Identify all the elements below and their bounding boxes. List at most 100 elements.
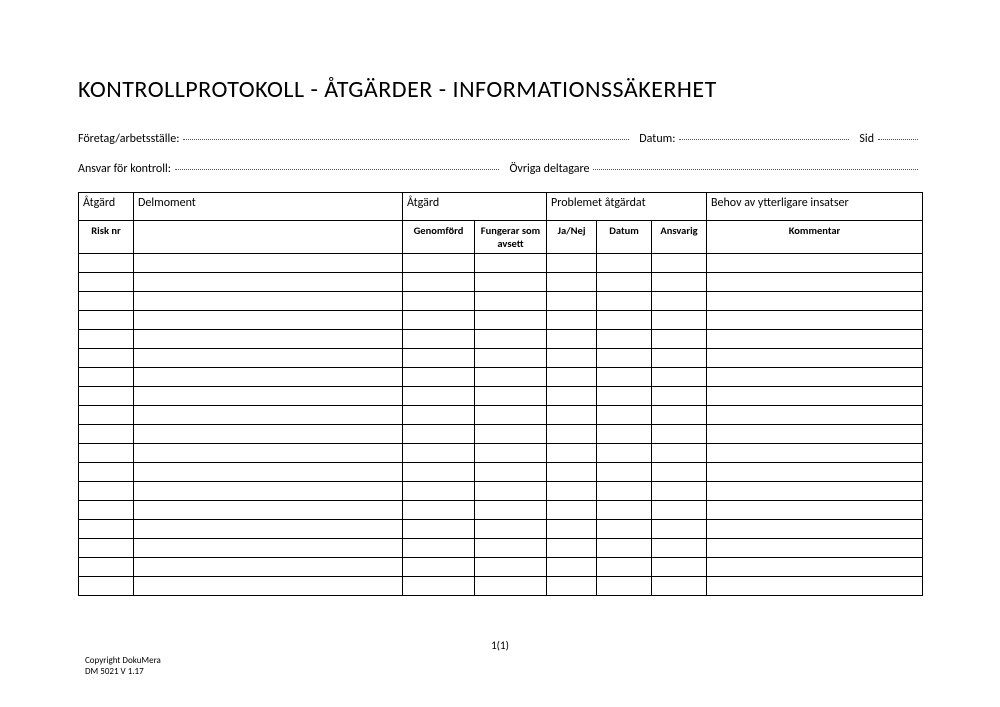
table-cell bbox=[707, 539, 923, 558]
table-cell bbox=[547, 387, 597, 406]
table-cell bbox=[707, 273, 923, 292]
table-group-header: Problemet åtgärdat bbox=[547, 193, 707, 221]
table-sub-header-row: Risk nrGenomfördFungerar som avsettJa/Ne… bbox=[79, 221, 923, 254]
table-cell bbox=[707, 463, 923, 482]
table-cell bbox=[597, 482, 652, 501]
table-cell bbox=[475, 387, 547, 406]
table-row bbox=[79, 292, 923, 311]
table-cell bbox=[79, 482, 134, 501]
table-cell bbox=[403, 292, 475, 311]
table-cell bbox=[134, 482, 403, 501]
table-cell bbox=[134, 330, 403, 349]
table-cell bbox=[403, 311, 475, 330]
label-responsible: Ansvar för kontroll: bbox=[78, 162, 171, 176]
page-number: 1(1) bbox=[0, 639, 1000, 652]
table-cell bbox=[597, 501, 652, 520]
table-cell bbox=[79, 539, 134, 558]
table-cell bbox=[79, 368, 134, 387]
table-cell bbox=[403, 577, 475, 596]
table-cell bbox=[707, 254, 923, 273]
table-cell bbox=[652, 425, 707, 444]
table-cell bbox=[652, 539, 707, 558]
table-cell bbox=[475, 368, 547, 387]
table-cell bbox=[134, 273, 403, 292]
table-cell bbox=[707, 311, 923, 330]
table-cell bbox=[79, 330, 134, 349]
table-cell bbox=[403, 387, 475, 406]
table-cell bbox=[707, 501, 923, 520]
table-cell bbox=[403, 406, 475, 425]
table-row bbox=[79, 520, 923, 539]
table-cell bbox=[403, 558, 475, 577]
footer: Copyright DokuMera DM 5021 V 1.17 bbox=[85, 655, 161, 678]
table-cell bbox=[475, 406, 547, 425]
table-cell bbox=[403, 368, 475, 387]
table-cell bbox=[475, 425, 547, 444]
table-cell bbox=[547, 273, 597, 292]
table-cell bbox=[403, 539, 475, 558]
table-cell bbox=[597, 330, 652, 349]
table-cell bbox=[79, 387, 134, 406]
table-cell bbox=[707, 292, 923, 311]
table-cell bbox=[475, 444, 547, 463]
table-cell bbox=[134, 463, 403, 482]
table-cell bbox=[547, 425, 597, 444]
table-cell bbox=[597, 387, 652, 406]
table-row bbox=[79, 444, 923, 463]
table-cell bbox=[475, 311, 547, 330]
table-group-header: Behov av ytterligare insatser bbox=[707, 193, 923, 221]
fill-line bbox=[878, 139, 918, 140]
label-company: Företag/arbetsställe: bbox=[78, 132, 179, 146]
table-cell bbox=[403, 349, 475, 368]
table-cell bbox=[597, 463, 652, 482]
table-row bbox=[79, 254, 923, 273]
table-sub-header: Risk nr bbox=[79, 221, 134, 254]
table-cell bbox=[597, 368, 652, 387]
table-cell bbox=[134, 406, 403, 425]
table-row bbox=[79, 406, 923, 425]
fill-line bbox=[175, 169, 500, 170]
table-cell bbox=[597, 558, 652, 577]
table-cell bbox=[475, 501, 547, 520]
table-cell bbox=[707, 425, 923, 444]
table-sub-header: Genomförd bbox=[403, 221, 475, 254]
table-cell bbox=[547, 463, 597, 482]
table-cell bbox=[707, 387, 923, 406]
table-sub-header bbox=[134, 221, 403, 254]
table-cell bbox=[134, 368, 403, 387]
table-row bbox=[79, 482, 923, 501]
table-group-header: Delmoment bbox=[134, 193, 403, 221]
table-cell bbox=[547, 539, 597, 558]
table-sub-header: Fungerar som avsett bbox=[475, 221, 547, 254]
table-cell bbox=[597, 444, 652, 463]
table-cell bbox=[475, 463, 547, 482]
table-cell bbox=[475, 539, 547, 558]
table-cell bbox=[79, 311, 134, 330]
table-cell bbox=[707, 406, 923, 425]
table-cell bbox=[707, 330, 923, 349]
table-row bbox=[79, 425, 923, 444]
table-cell bbox=[597, 292, 652, 311]
table-cell bbox=[475, 482, 547, 501]
table-cell bbox=[79, 425, 134, 444]
table-cell bbox=[403, 330, 475, 349]
table-group-header-row: ÅtgärdDelmomentÅtgärdProblemet åtgärdatB… bbox=[79, 193, 923, 221]
table-cell bbox=[475, 349, 547, 368]
table-cell bbox=[547, 501, 597, 520]
table-cell bbox=[134, 501, 403, 520]
table-cell bbox=[652, 292, 707, 311]
table-cell bbox=[547, 482, 597, 501]
table-cell bbox=[547, 520, 597, 539]
table-row bbox=[79, 311, 923, 330]
table-cell bbox=[547, 444, 597, 463]
table-cell bbox=[134, 311, 403, 330]
table-cell bbox=[134, 387, 403, 406]
table-row bbox=[79, 539, 923, 558]
page: KONTROLLPROTOKOLL - ÅTGÄRDER - INFORMATI… bbox=[0, 0, 1000, 707]
table-cell bbox=[652, 273, 707, 292]
table-cell bbox=[652, 482, 707, 501]
table-row bbox=[79, 368, 923, 387]
table-cell bbox=[403, 463, 475, 482]
label-date: Datum: bbox=[639, 132, 675, 146]
table-cell bbox=[475, 558, 547, 577]
